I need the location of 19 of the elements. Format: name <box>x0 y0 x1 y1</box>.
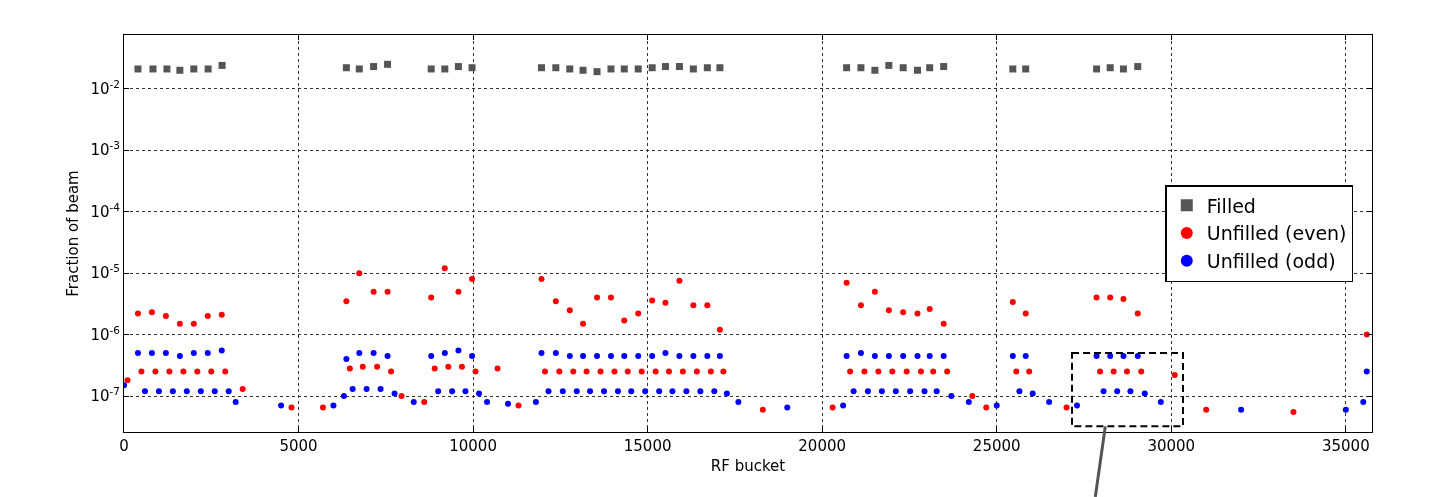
y-tick-label: 10$^{-2}$ <box>90 77 120 99</box>
legend-label: Unfilled (odd) <box>1206 250 1336 273</box>
legend-label: Unfilled (even) <box>1206 222 1347 245</box>
x-tick-label: 0 <box>119 437 129 455</box>
x-tick-label: 25000 <box>972 437 1021 455</box>
legend-label: Filled <box>1206 194 1256 217</box>
x-tick-label: 30000 <box>1147 437 1196 455</box>
y-axis-title: Fraction of beam <box>63 170 82 297</box>
x-tick-label: 15000 <box>623 437 672 455</box>
y-tick-label: 10$^{-5}$ <box>90 262 120 283</box>
y-tick-label: 10$^{-7}$ <box>90 385 120 406</box>
y-tick-label: 10$^{-4}$ <box>90 200 121 221</box>
x-axis-title: RF bucket <box>710 457 786 475</box>
x-tick-label: 20000 <box>798 437 847 455</box>
y-tick-label: 10$^{-3}$ <box>90 139 120 160</box>
x-tick-label: 35000 <box>1321 437 1370 455</box>
x-tick-label: 5000 <box>279 437 318 455</box>
x-tick-label: 10000 <box>449 437 497 455</box>
y-tick-label: 10$^{-6}$ <box>90 323 121 344</box>
